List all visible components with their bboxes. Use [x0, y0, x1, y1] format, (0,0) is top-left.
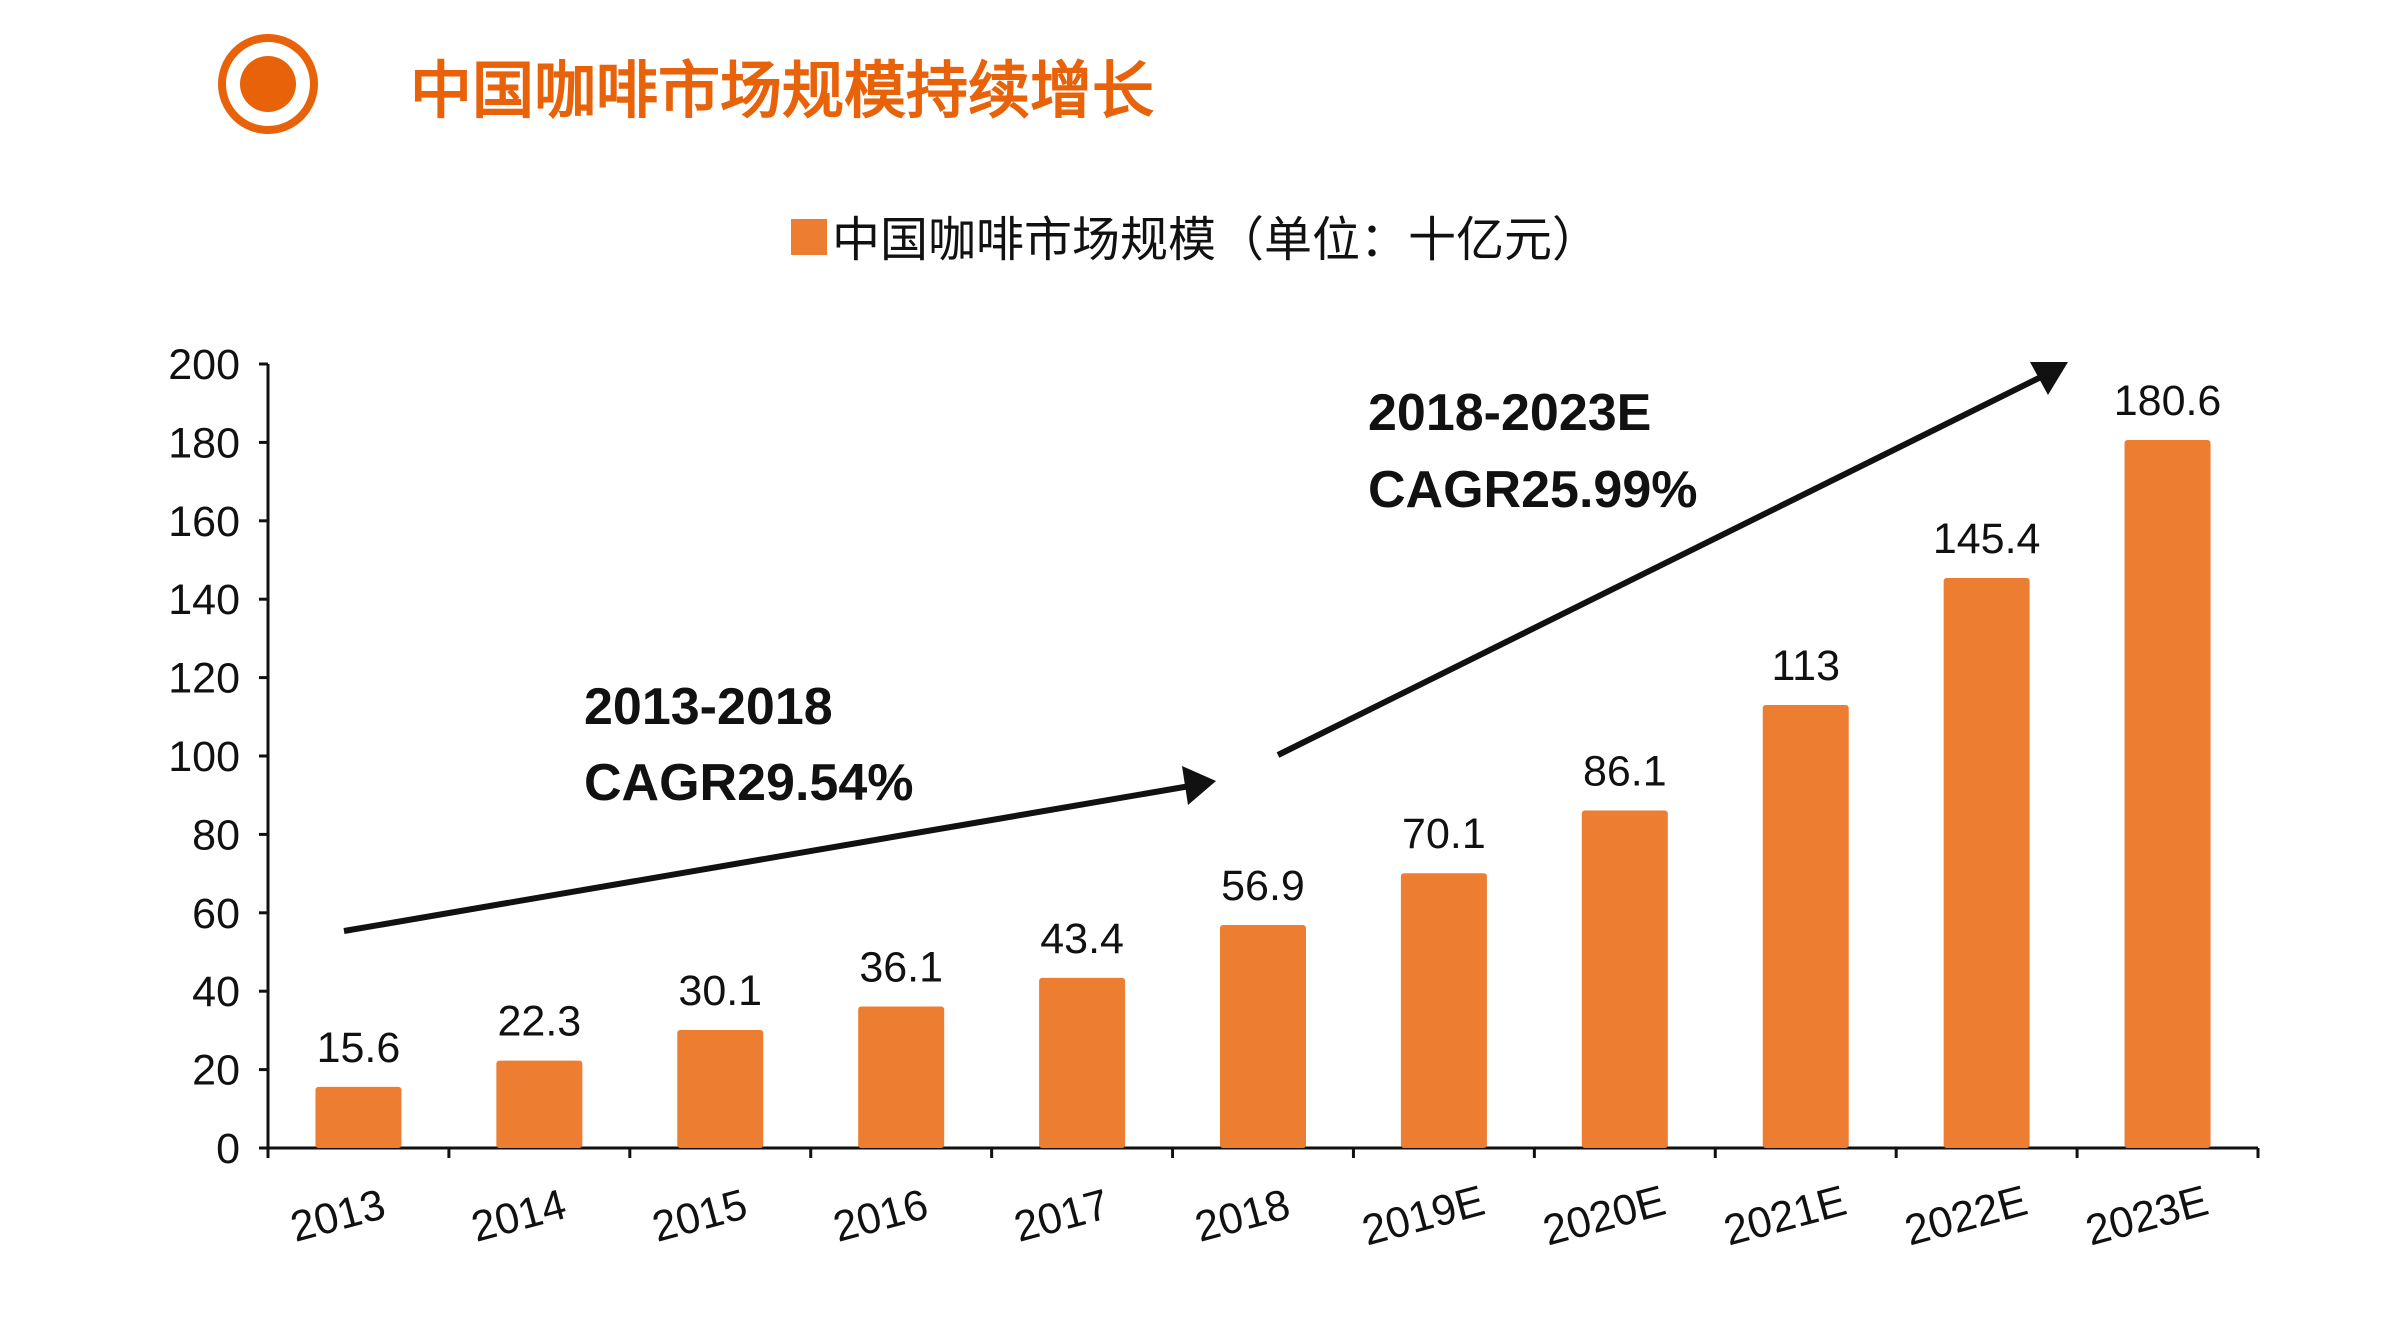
data-label: 180.6	[2114, 377, 2222, 425]
y-tick-label: 80	[192, 811, 240, 859]
y-tick-label: 200	[168, 341, 240, 389]
annotation-period: 2013-2018	[584, 678, 833, 736]
cagr-annotation-2018-2023: 2018-2023E CAGR25.99%	[1276, 362, 2068, 758]
legend: 中国咖啡市场规模（单位：十亿元）	[791, 212, 1600, 268]
bar-2014	[496, 1060, 583, 1148]
bar-2019E	[1400, 873, 1487, 1148]
y-tick-label: 40	[192, 968, 240, 1016]
y-tick-label: 20	[192, 1047, 240, 1095]
data-label: 15.6	[317, 1024, 401, 1072]
x-tick-label: 2016	[828, 1181, 933, 1252]
bar-2022E	[1943, 578, 2030, 1148]
data-label: 30.1	[678, 967, 762, 1015]
target-circle-icon	[218, 34, 318, 134]
x-tick-label: 2015	[647, 1181, 752, 1252]
trend-arrow-1	[343, 783, 1191, 934]
y-tick-label: 0	[216, 1125, 240, 1173]
y-tick-label: 60	[192, 890, 240, 938]
legend-swatch	[791, 219, 827, 255]
x-tick-label: 2019E	[1357, 1177, 1490, 1256]
data-label: 36.1	[859, 943, 943, 991]
x-tick-label: 2022E	[1900, 1177, 2033, 1256]
x-tick-label: 2020E	[1538, 1177, 1671, 1256]
annotation-cagr: CAGR29.54%	[584, 754, 913, 812]
data-label: 43.4	[1040, 915, 1124, 963]
bar-2015	[677, 1030, 764, 1148]
arrow-head-icon	[1182, 766, 1216, 805]
bar-2023E	[2124, 440, 2211, 1149]
trend-arrow-2	[1276, 372, 2047, 758]
y-tick-label: 140	[168, 576, 240, 624]
page-title: 中国咖啡市场规模持续增长	[410, 54, 1154, 127]
x-tick-label: 2017	[1009, 1181, 1114, 1252]
bar-2017	[1039, 977, 1126, 1148]
y-tick-label: 120	[168, 655, 240, 703]
bar-2021E	[1762, 705, 1849, 1148]
y-tick-label: 160	[168, 498, 240, 546]
data-label: 145.4	[1933, 515, 2041, 563]
bar-2016	[858, 1006, 945, 1148]
y-tick-label: 180	[168, 419, 240, 467]
x-tick-label: 2021E	[1719, 1177, 1852, 1256]
y-tick-label: 100	[168, 733, 240, 781]
bar-2018	[1220, 924, 1306, 1148]
arrow-head-icon	[2030, 362, 2068, 395]
bar-2013	[315, 1086, 402, 1148]
cagr-annotation-2013-2018: 2013-2018 CAGR29.54%	[343, 678, 1216, 934]
x-tick-label: 2023E	[2081, 1177, 2214, 1256]
data-label: 22.3	[498, 998, 582, 1046]
data-label: 70.1	[1402, 810, 1486, 858]
bar-2020E	[1581, 810, 1668, 1148]
x-tick-label: 2013	[286, 1181, 391, 1252]
annotation-period: 2018-2023E	[1368, 384, 1651, 442]
data-label: 56.9	[1221, 862, 1305, 910]
annotation-cagr: CAGR25.99%	[1368, 461, 1697, 519]
x-tick-label: 2018	[1190, 1181, 1295, 1252]
data-label: 113	[1771, 642, 1840, 690]
legend-label: 中国咖啡市场规模（单位：十亿元）	[832, 212, 1600, 268]
x-tick-label: 2014	[466, 1181, 571, 1252]
data-label: 86.1	[1583, 747, 1667, 795]
